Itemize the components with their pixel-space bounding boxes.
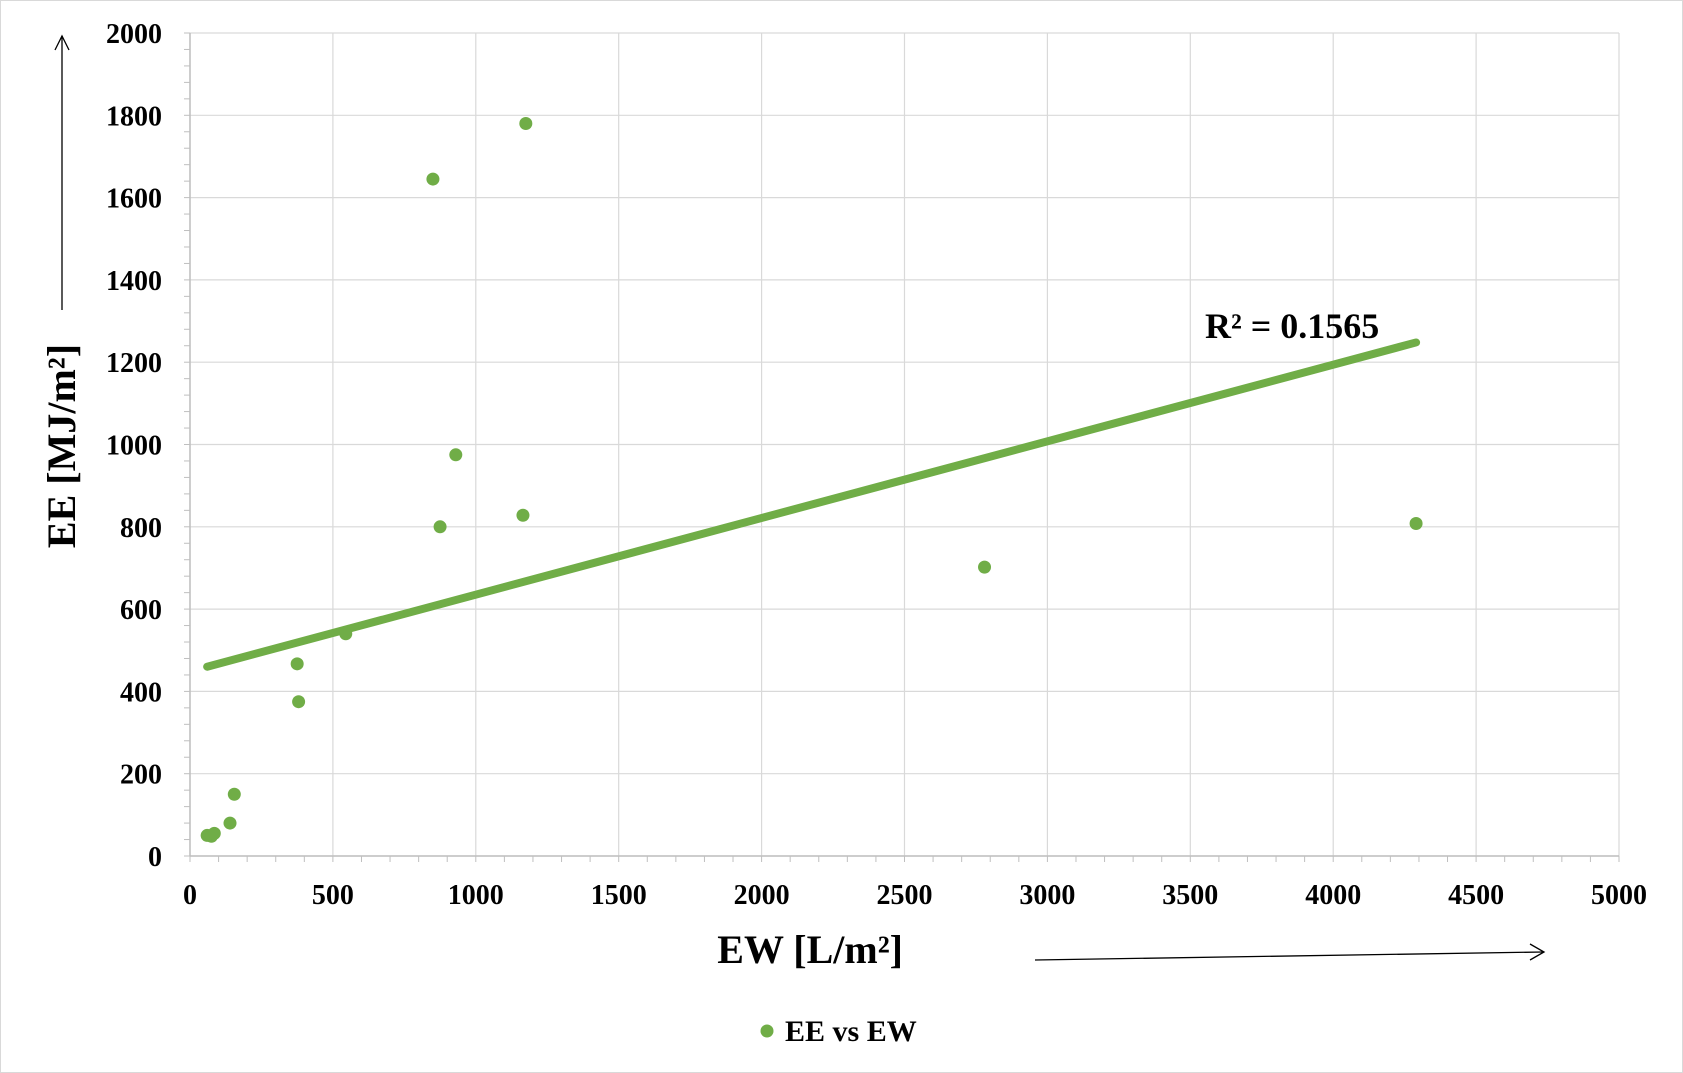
y-tick-label: 600	[120, 595, 162, 626]
data-point	[449, 448, 463, 462]
data-point	[339, 627, 353, 641]
data-point	[519, 117, 533, 131]
y-tick-label: 1400	[106, 266, 162, 297]
y-tick-label: 1600	[106, 184, 162, 215]
y-axis-arrow	[54, 34, 70, 310]
grid-lines	[189, 32, 1620, 857]
y-tick-labels: 0 200 400 600 800 1000 1200 1400 1600 1800 2000	[106, 19, 162, 873]
legend-marker	[760, 1024, 774, 1038]
y-axis-title: EE [MJ/m²]	[39, 344, 84, 548]
x-tick-label: 1500	[591, 880, 647, 911]
y-tick-label: 200	[120, 760, 162, 791]
data-point	[290, 657, 304, 671]
x-tick-label: 3500	[1162, 880, 1218, 911]
x-tick-label: 5000	[1591, 880, 1647, 911]
data-point	[207, 826, 221, 840]
y-tick-label: 0	[148, 842, 162, 873]
legend-label: EE vs EW	[785, 1015, 917, 1048]
data-point	[223, 816, 237, 830]
x-tick-label: 500	[312, 880, 354, 911]
data-point	[433, 520, 447, 534]
x-axis-arrow	[1034, 943, 1546, 961]
data-points	[200, 117, 1423, 843]
y-tick-label: 2000	[106, 19, 162, 50]
y-tick-label: 1800	[106, 101, 162, 132]
x-tick-label: 3000	[1019, 880, 1075, 911]
axes	[189, 33, 1619, 857]
trendline-group	[203, 338, 1421, 671]
x-tick-label: 2500	[877, 880, 933, 911]
x-tick-label: 4500	[1448, 880, 1504, 911]
x-tick-label: 2000	[734, 880, 790, 911]
legend: EE vs EW	[760, 1015, 917, 1048]
r-squared-label: R² = 0.1565	[1205, 306, 1379, 346]
data-point	[292, 695, 306, 709]
minor-tick-marks	[184, 32, 1620, 862]
y-tick-label: 400	[120, 677, 162, 708]
data-point	[516, 508, 530, 522]
data-point	[978, 560, 992, 574]
x-tick-label: 1000	[448, 880, 504, 911]
x-tick-label: 0	[183, 880, 197, 911]
x-axis-title: EW [L/m²]	[717, 927, 903, 972]
x-tick-labels: 0 500 1000 1500 2000 2500 3000 3500 4000 4500 5000	[183, 880, 1647, 911]
y-tick-label: 1000	[106, 431, 162, 462]
y-tick-label: 800	[120, 513, 162, 544]
y-tick-label: 1200	[106, 348, 162, 379]
data-point	[1409, 517, 1423, 531]
data-point	[426, 172, 440, 186]
trendline	[203, 338, 1421, 671]
data-point	[227, 787, 241, 801]
x-tick-label: 4000	[1305, 880, 1361, 911]
